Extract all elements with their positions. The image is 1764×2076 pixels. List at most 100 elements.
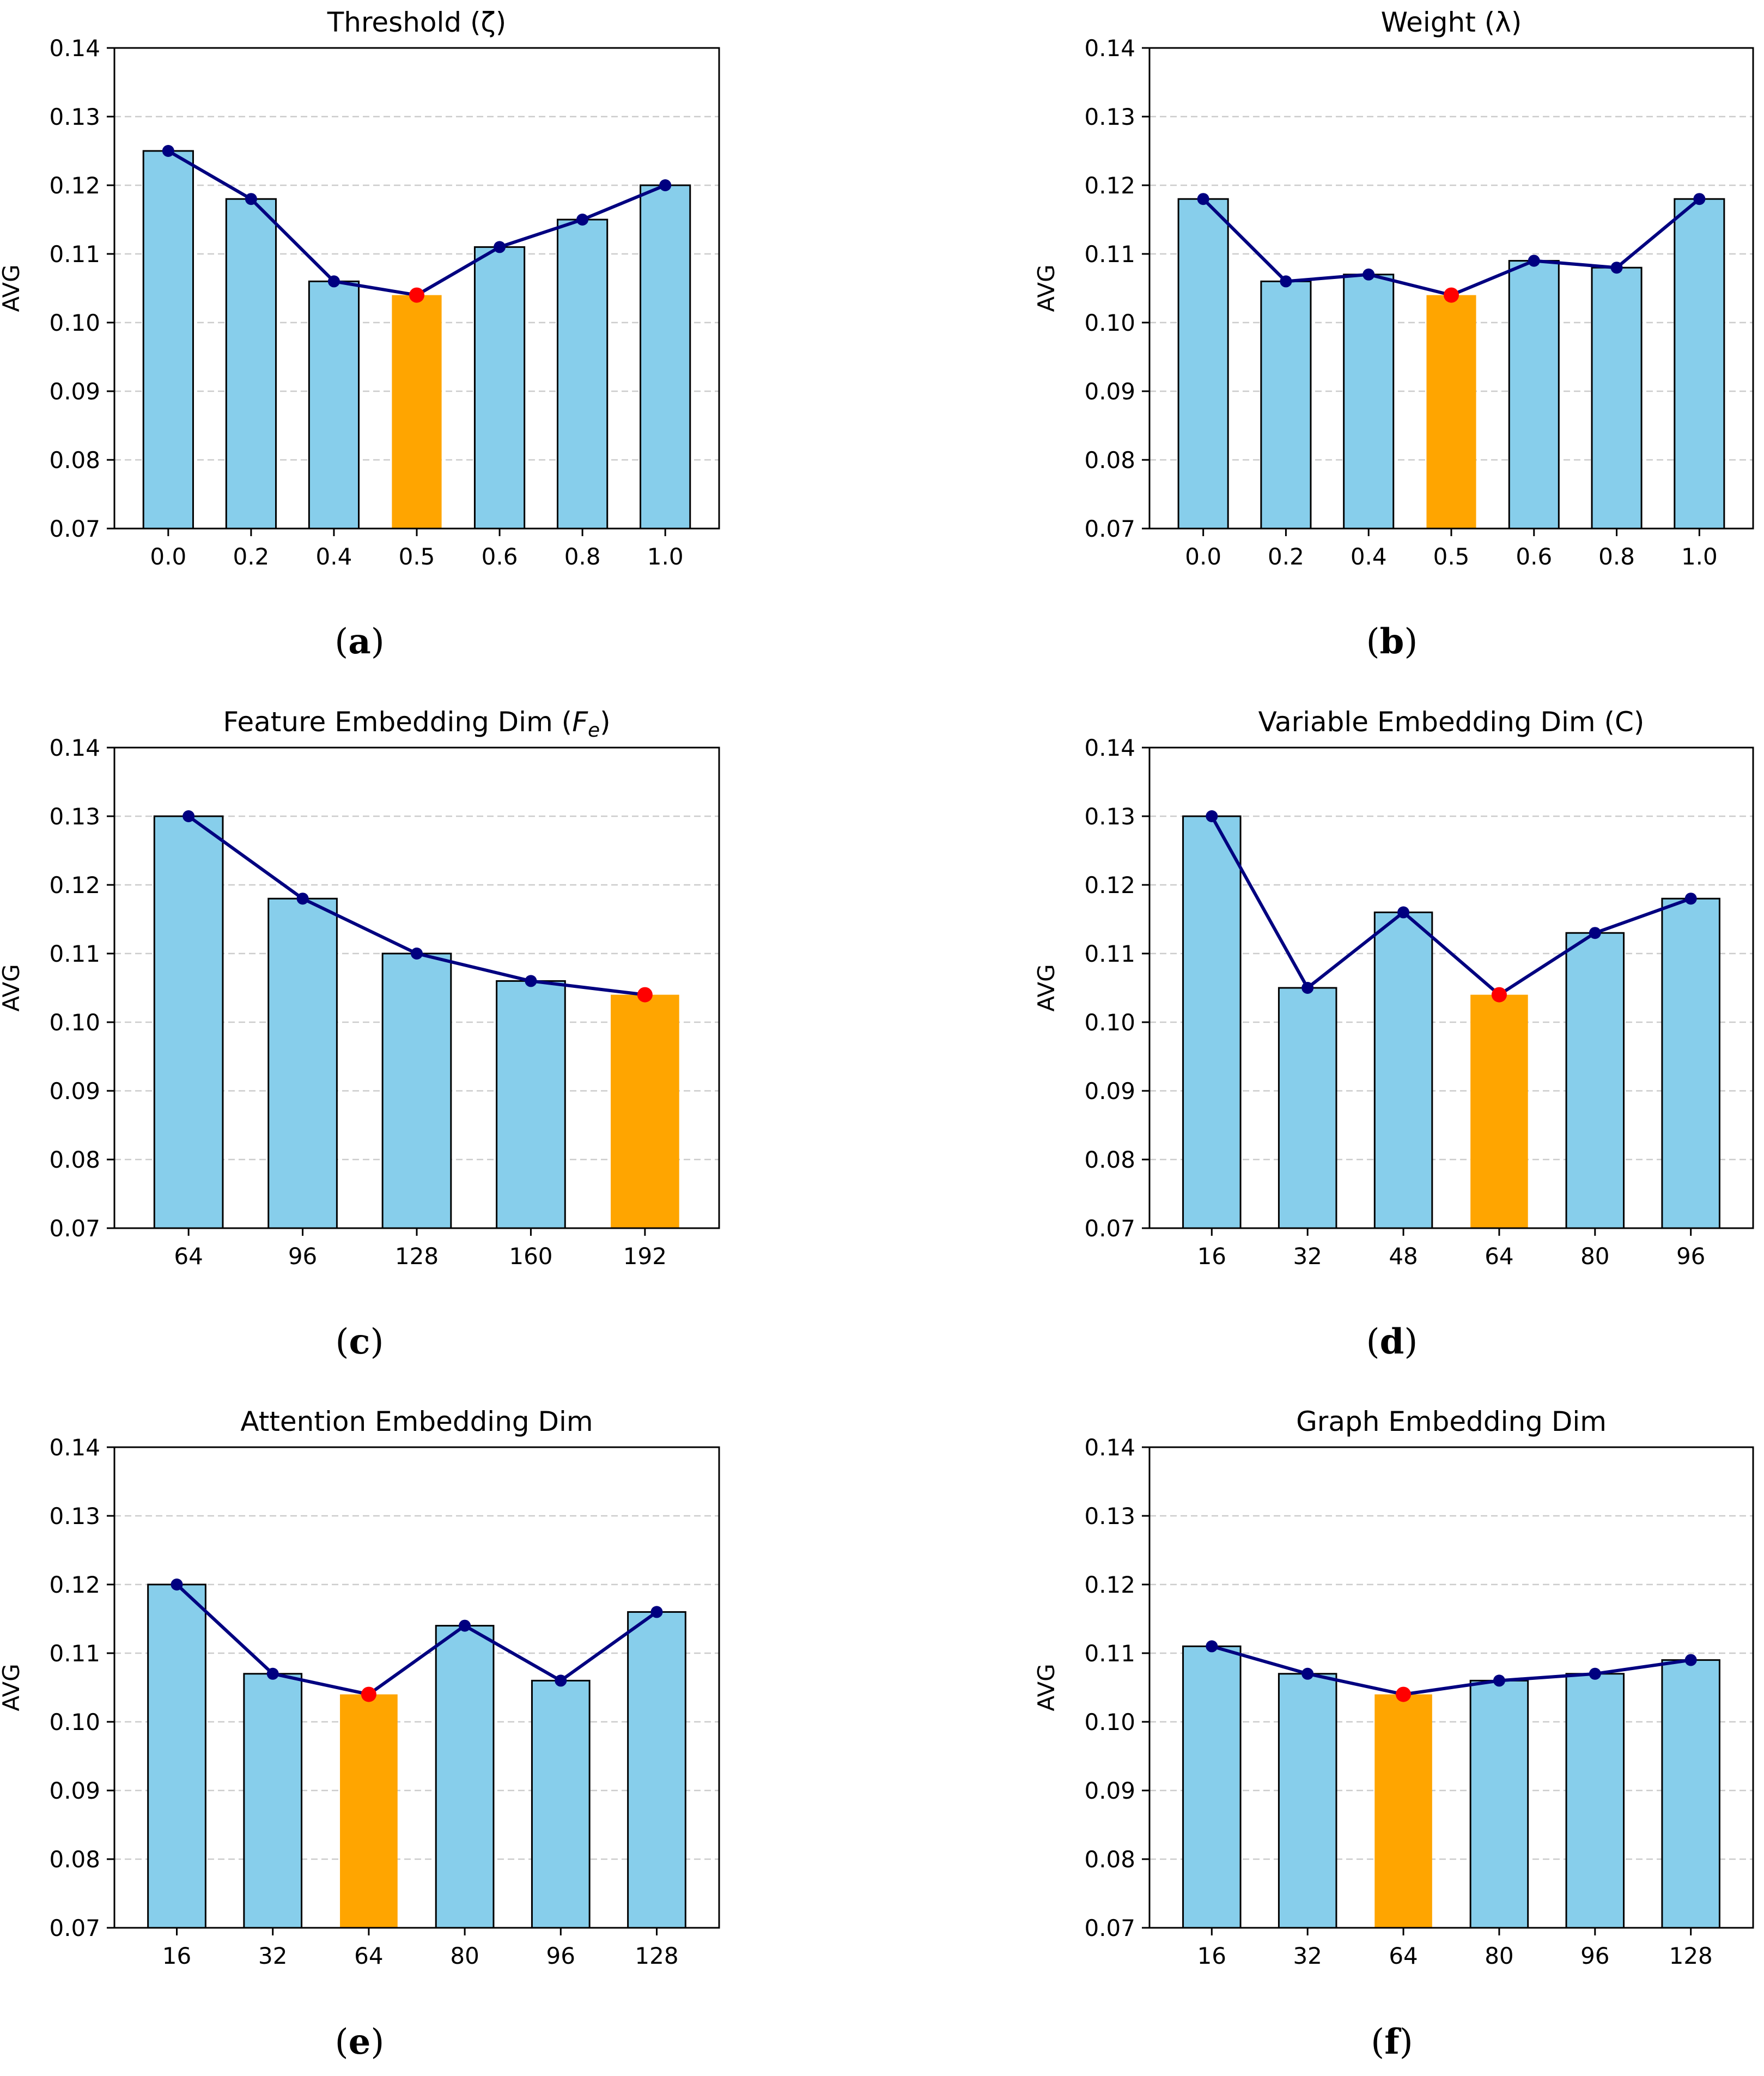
best-marker (1444, 287, 1459, 303)
bar (1565, 1673, 1625, 1929)
x-tick-label: 80 (450, 1943, 479, 1969)
bar (153, 815, 224, 1229)
y-tick-label: 0.10 (49, 1009, 100, 1036)
data-point (1397, 906, 1410, 919)
x-tick-label: 0.4 (1351, 543, 1387, 570)
y-tick-label: 0.13 (49, 104, 100, 130)
chart-title: Feature Embedding Dim (Fe) (223, 706, 610, 742)
x-tick-label: 192 (623, 1243, 667, 1270)
bar (225, 198, 277, 530)
x-tick-label: 48 (1389, 1243, 1418, 1270)
data-point (411, 948, 423, 960)
bar (435, 1625, 495, 1929)
x-tick-label: 128 (395, 1243, 439, 1270)
data-point (1206, 1640, 1218, 1653)
x-tick-label: 16 (1197, 1243, 1226, 1270)
y-tick-label: 0.10 (49, 309, 100, 336)
x-tick-label: 32 (1293, 1243, 1322, 1270)
data-point (459, 1619, 471, 1632)
bar (1373, 911, 1433, 1229)
x-tick-label: 1.0 (647, 543, 684, 570)
data-point (650, 1606, 663, 1618)
y-tick-label: 0.14 (49, 1434, 100, 1461)
y-axis-label: AVG (0, 1664, 25, 1711)
best-bar (1426, 295, 1476, 529)
data-point (1528, 254, 1540, 267)
y-tick-label: 0.07 (1084, 1215, 1135, 1242)
data-point (245, 193, 257, 205)
y-tick-label: 0.10 (1084, 1709, 1135, 1735)
x-tick-label: 128 (635, 1943, 678, 1969)
y-tick-label: 0.10 (1084, 309, 1135, 336)
y-tick-label: 0.08 (49, 1146, 100, 1173)
y-tick-label: 0.13 (1084, 803, 1135, 830)
best-bar (1470, 994, 1528, 1228)
panel-label-d: (d) (1366, 1321, 1418, 1362)
chart-title: Variable Embedding Dim (C) (1258, 706, 1645, 738)
data-point (555, 1674, 567, 1687)
y-axis-label: AVG (1033, 264, 1060, 312)
data-point (1206, 810, 1218, 822)
data-point (1197, 193, 1209, 205)
best-bar (392, 295, 442, 529)
y-axis-label: AVG (1033, 1664, 1060, 1711)
data-point (162, 145, 174, 157)
bar (1565, 932, 1625, 1229)
y-tick-label: 0.09 (1084, 378, 1135, 405)
bar (243, 1673, 303, 1929)
y-tick-label: 0.07 (1084, 515, 1135, 542)
y-tick-label: 0.11 (49, 241, 100, 268)
best-bar (1374, 1694, 1432, 1928)
bar (627, 1611, 686, 1929)
bar (142, 150, 194, 530)
data-point (1589, 927, 1601, 939)
bar (1591, 266, 1643, 530)
y-tick-label: 0.12 (49, 872, 100, 899)
axes-frame (113, 47, 720, 530)
y-tick-label: 0.10 (1084, 1009, 1135, 1036)
x-tick-label: 96 (1580, 1943, 1609, 1969)
x-tick-label: 64 (1485, 1243, 1513, 1270)
panel-label-f: (f) (1371, 2022, 1413, 2062)
x-tick-label: 0.2 (233, 543, 269, 570)
bar (1278, 987, 1337, 1229)
y-tick-label: 0.12 (49, 1571, 100, 1598)
y-tick-label: 0.09 (1084, 1777, 1135, 1804)
data-point (1610, 262, 1623, 274)
axes-frame (1148, 47, 1754, 530)
x-tick-label: 0.8 (1598, 543, 1635, 570)
chart-panel-a: 0.07 0.08 0.09 0.10 0.11 0.12 0.13 0.14 0.0 0.2 0.… (0, 7, 720, 570)
y-axis-label: AVG (1033, 964, 1060, 1011)
x-tick-label: 0.5 (399, 543, 435, 570)
data-point (1493, 1674, 1505, 1687)
y-tick-label: 0.08 (49, 447, 100, 474)
series-line (175, 1583, 658, 1696)
y-tick-label: 0.11 (49, 1640, 100, 1667)
axes-frame (113, 746, 720, 1229)
y-tick-label: 0.08 (49, 1846, 100, 1873)
y-tick-label: 0.14 (49, 735, 100, 761)
bar (1469, 1679, 1529, 1929)
y-tick-label: 0.09 (49, 1777, 100, 1804)
axes-frame (113, 1446, 720, 1929)
x-tick-label: 0.2 (1268, 543, 1304, 570)
y-tick-label: 0.12 (1084, 1571, 1135, 1598)
chart-panel-e: 0.07 0.08 0.09 0.10 0.11 0.12 0.13 0.14 16 32 64 80… (0, 1406, 720, 1969)
x-tick-label: 0.5 (1433, 543, 1470, 570)
x-tick-label: 96 (288, 1243, 317, 1270)
y-tick-label: 0.14 (1084, 35, 1135, 62)
chart-panel-c: 0.07 0.08 0.09 0.10 0.11 0.12 0.13 0.14 64 96 128 1… (0, 706, 720, 1270)
bar (531, 1679, 591, 1929)
best-marker (1396, 1686, 1412, 1702)
x-tick-label: 80 (1485, 1943, 1513, 1969)
bar (556, 218, 609, 530)
x-tick-label: 0.8 (564, 543, 601, 570)
y-tick-label: 0.11 (1084, 940, 1135, 967)
y-tick-label: 0.14 (49, 35, 100, 62)
bar (496, 980, 566, 1229)
data-point (266, 1667, 279, 1680)
data-point (296, 893, 309, 905)
x-tick-label: 64 (1389, 1943, 1418, 1969)
chart-title: Threshold (ζ) (327, 7, 507, 38)
series-line (1210, 815, 1692, 997)
